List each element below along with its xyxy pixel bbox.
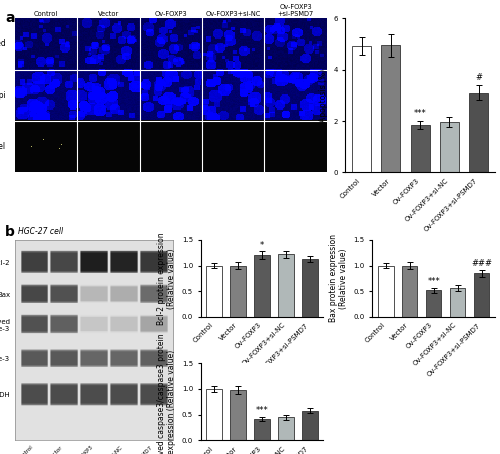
Text: Ov-FOXP3: Ov-FOXP3 — [154, 10, 187, 17]
Bar — [402, 266, 417, 317]
Text: Caspase-3: Caspase-3 — [0, 356, 10, 362]
Text: Ov-FOXP3+si-NC: Ov-FOXP3+si-NC — [88, 444, 124, 454]
Bar — [352, 46, 371, 173]
Bar — [254, 255, 270, 317]
Text: HGC-27 cell: HGC-27 cell — [18, 227, 64, 236]
Text: Tunel: Tunel — [0, 142, 6, 151]
Text: Vector: Vector — [48, 444, 64, 454]
Text: Bcl-2: Bcl-2 — [0, 260, 10, 266]
Bar — [378, 266, 394, 317]
Text: Ov-FOXP3
+si-PSMD7: Ov-FOXP3 +si-PSMD7 — [278, 4, 314, 17]
Bar — [469, 93, 488, 173]
Y-axis label: Apoptosis (%): Apoptosis (%) — [318, 69, 328, 122]
Text: Cleaved
caspase-3: Cleaved caspase-3 — [0, 319, 10, 331]
Text: Control: Control — [34, 10, 58, 17]
Bar — [254, 419, 270, 440]
Text: GAPDH: GAPDH — [0, 392, 10, 398]
Bar — [302, 259, 318, 317]
Bar — [410, 125, 430, 173]
Text: ***: *** — [256, 406, 268, 415]
Y-axis label: cleaved caspase3/caspase3 protein
expression (Relative value): cleaved caspase3/caspase3 protein expres… — [157, 334, 176, 454]
Y-axis label: Bax protein expression
(Relative value): Bax protein expression (Relative value) — [328, 234, 348, 322]
Text: Dapi: Dapi — [0, 91, 6, 100]
Bar — [382, 45, 400, 173]
Bar — [206, 266, 222, 317]
Bar — [278, 254, 294, 317]
Bar — [474, 273, 490, 317]
Text: a: a — [5, 11, 15, 25]
Bar — [440, 122, 459, 173]
Bar — [230, 266, 246, 317]
Text: ***: *** — [414, 109, 426, 118]
Bar — [450, 288, 466, 317]
Bar — [230, 390, 246, 440]
Text: #: # — [475, 73, 482, 82]
Bar — [426, 290, 442, 317]
Text: Ov-FOXP3+si-PSMD7: Ov-FOXP3+si-PSMD7 — [110, 444, 154, 454]
Text: Ov-FOXP3: Ov-FOXP3 — [72, 444, 94, 454]
Text: ###: ### — [471, 259, 492, 268]
Bar — [278, 417, 294, 440]
Text: Ov-FOXP3+si-NC: Ov-FOXP3+si-NC — [206, 10, 261, 17]
Bar — [206, 389, 222, 440]
Bar — [302, 410, 318, 440]
Text: ***: *** — [428, 277, 440, 286]
Text: Merged: Merged — [0, 39, 6, 49]
Text: b: b — [5, 225, 15, 239]
Text: *: * — [260, 241, 264, 250]
Text: Vector: Vector — [98, 10, 119, 17]
Text: Bax: Bax — [0, 292, 10, 298]
Y-axis label: Bcl-2 protein expression
(Relative value): Bcl-2 protein expression (Relative value… — [157, 232, 176, 325]
Text: Control: Control — [17, 444, 34, 454]
